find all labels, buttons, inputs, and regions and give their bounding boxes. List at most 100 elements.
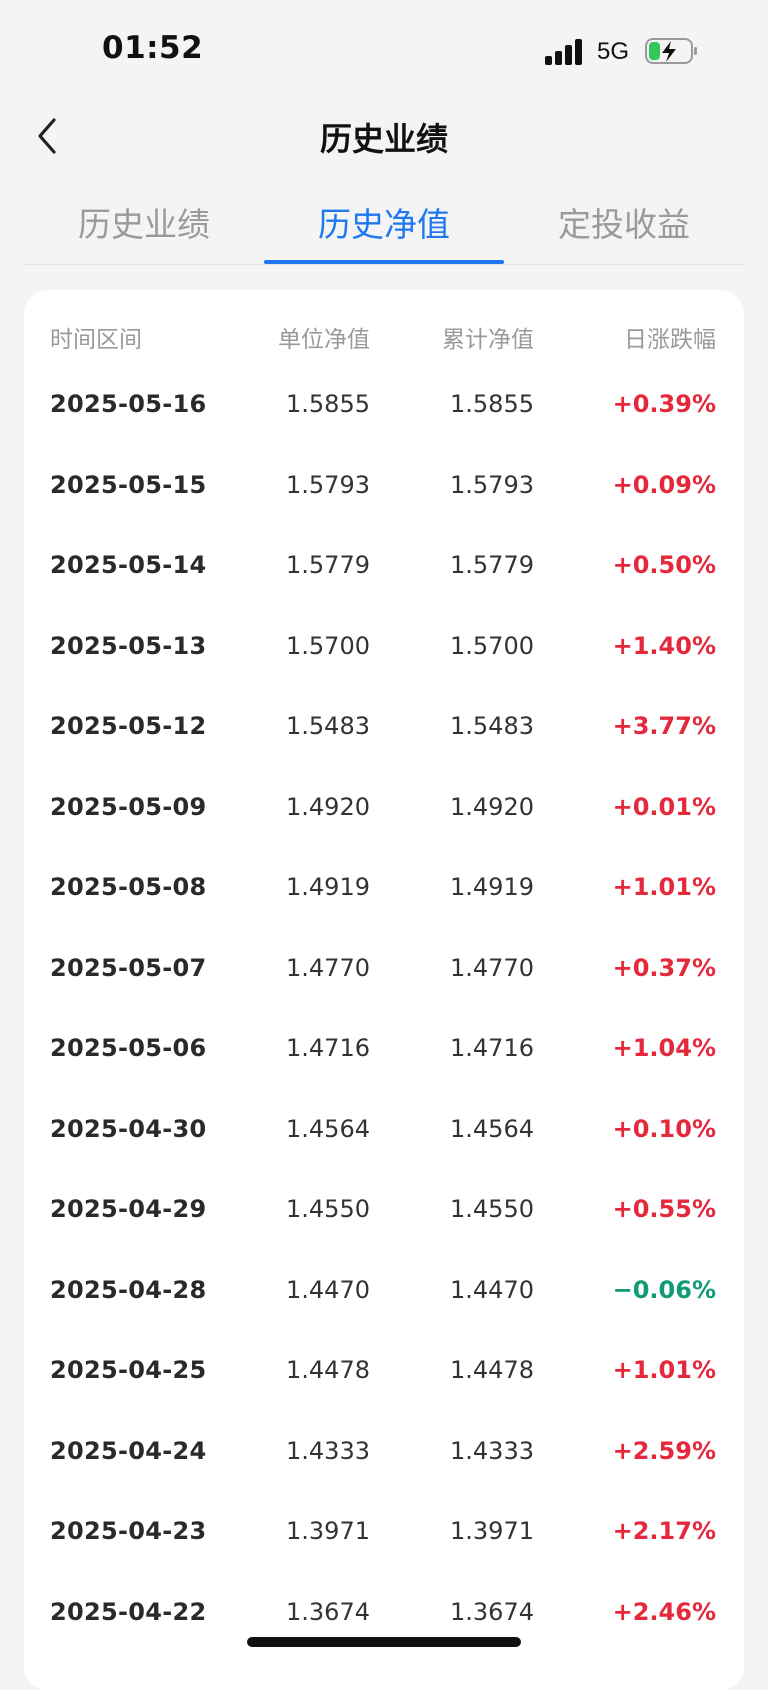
page-title: 历史业绩 <box>319 120 448 158</box>
row-accumulated-nav: 1.5793 <box>450 470 534 499</box>
table-row[interactable]: 2025-04-22 1.3674 1.3674 +2.46% <box>24 1598 744 1679</box>
row-unit-nav: 1.4564 <box>286 1114 370 1143</box>
row-accumulated-nav: 1.3971 <box>450 1517 534 1545</box>
table-row[interactable]: 2025-05-07 1.4770 1.4770 +0.37% <box>24 954 744 1035</box>
row-date: 2025-05-15 <box>50 470 207 499</box>
navigation-bar: 历史业绩 <box>0 100 768 172</box>
home-indicator <box>247 1637 521 1647</box>
row-date: 2025-05-09 <box>50 792 207 821</box>
row-daily-change: +0.01% <box>612 792 716 821</box>
row-daily-change: +0.09% <box>612 470 716 499</box>
row-unit-nav: 1.4716 <box>286 1034 370 1062</box>
status-bar: 01:52 5G <box>0 0 768 90</box>
row-unit-nav: 1.5700 <box>286 631 370 660</box>
row-unit-nav: 1.5483 <box>286 712 370 740</box>
table-row[interactable]: 2025-04-28 1.4470 1.4470 −0.06% <box>24 1276 744 1357</box>
row-unit-nav: 1.4920 <box>286 792 370 821</box>
row-unit-nav: 1.5779 <box>286 551 370 579</box>
row-daily-change: +3.77% <box>612 712 716 740</box>
row-date: 2025-05-13 <box>50 631 207 660</box>
nav-history-card: 时间区间 单位净值 累计净值 日涨跌幅 2025-05-16 1.5855 1.58… <box>24 290 744 1690</box>
row-accumulated-nav: 1.4920 <box>450 792 534 821</box>
row-unit-nav: 1.4470 <box>286 1275 370 1304</box>
row-daily-change: +1.01% <box>612 1356 716 1384</box>
row-date: 2025-04-30 <box>50 1114 207 1143</box>
row-unit-nav: 1.4919 <box>286 873 370 901</box>
tab-history-performance[interactable]: 历史业绩 <box>78 205 210 244</box>
row-date: 2025-04-29 <box>50 1195 207 1223</box>
row-daily-change: −0.06% <box>612 1275 716 1304</box>
row-daily-change: +0.50% <box>612 551 716 579</box>
table-header: 时间区间 单位净值 累计净值 日涨跌幅 <box>24 320 744 360</box>
table-row[interactable]: 2025-05-14 1.5779 1.5779 +0.50% <box>24 551 744 632</box>
row-daily-change: +2.46% <box>612 1597 716 1626</box>
table-row[interactable]: 2025-04-29 1.4550 1.4550 +0.55% <box>24 1195 744 1276</box>
tab-bar: 历史业绩 历史净值 定投收益 <box>24 190 744 265</box>
header-accumulated-nav: 累计净值 <box>442 327 534 353</box>
row-daily-change: +1.40% <box>612 631 716 660</box>
row-daily-change: +0.37% <box>612 953 716 982</box>
row-unit-nav: 1.4550 <box>286 1195 370 1223</box>
table-row[interactable]: 2025-05-08 1.4919 1.4919 +1.01% <box>24 873 744 954</box>
table-row[interactable]: 2025-04-24 1.4333 1.4333 +2.59% <box>24 1437 744 1518</box>
table-row[interactable]: 2025-05-06 1.4716 1.4716 +1.04% <box>24 1034 744 1115</box>
table-row[interactable]: 2025-05-09 1.4920 1.4920 +0.01% <box>24 793 744 874</box>
table-body: 2025-05-16 1.5855 1.5855 +0.39% 2025-05-15 1.… <box>24 390 744 1678</box>
active-tab-indicator <box>264 260 504 264</box>
row-date: 2025-04-23 <box>50 1517 207 1545</box>
row-unit-nav: 1.4333 <box>286 1436 370 1465</box>
row-accumulated-nav: 1.5483 <box>450 712 534 740</box>
table-row[interactable]: 2025-05-12 1.5483 1.5483 +3.77% <box>24 712 744 793</box>
row-date: 2025-04-24 <box>50 1436 207 1465</box>
row-accumulated-nav: 1.5855 <box>450 390 534 418</box>
row-daily-change: +1.04% <box>612 1034 716 1062</box>
row-unit-nav: 1.4770 <box>286 953 370 982</box>
row-date: 2025-05-12 <box>50 712 207 740</box>
row-accumulated-nav: 1.4716 <box>450 1034 534 1062</box>
row-daily-change: +0.10% <box>612 1114 716 1143</box>
network-type: 5G <box>597 38 630 65</box>
row-accumulated-nav: 1.5779 <box>450 551 534 579</box>
row-accumulated-nav: 1.4919 <box>450 873 534 901</box>
tab-history-nav[interactable]: 历史净值 <box>318 205 450 244</box>
table-row[interactable]: 2025-04-30 1.4564 1.4564 +0.10% <box>24 1115 744 1196</box>
row-accumulated-nav: 1.4470 <box>450 1275 534 1304</box>
row-daily-change: +2.59% <box>612 1436 716 1465</box>
row-date: 2025-05-06 <box>50 1034 207 1062</box>
table-row[interactable]: 2025-04-25 1.4478 1.4478 +1.01% <box>24 1356 744 1437</box>
row-unit-nav: 1.3674 <box>286 1597 370 1626</box>
row-daily-change: +0.39% <box>612 390 716 418</box>
row-date: 2025-05-14 <box>50 551 207 579</box>
row-accumulated-nav: 1.4550 <box>450 1195 534 1223</box>
row-date: 2025-05-08 <box>50 873 207 901</box>
header-unit-nav: 单位净值 <box>278 327 370 353</box>
row-accumulated-nav: 1.3674 <box>450 1597 534 1626</box>
row-accumulated-nav: 1.5700 <box>450 631 534 660</box>
row-accumulated-nav: 1.4333 <box>450 1436 534 1465</box>
table-row[interactable]: 2025-05-16 1.5855 1.5855 +0.39% <box>24 390 744 471</box>
row-unit-nav: 1.4478 <box>286 1356 370 1384</box>
table-row[interactable]: 2025-05-15 1.5793 1.5793 +0.09% <box>24 471 744 552</box>
row-unit-nav: 1.3971 <box>286 1517 370 1545</box>
table-row[interactable]: 2025-04-23 1.3971 1.3971 +2.17% <box>24 1517 744 1598</box>
row-accumulated-nav: 1.4564 <box>450 1114 534 1143</box>
header-date: 时间区间 <box>50 327 142 353</box>
row-date: 2025-04-25 <box>50 1356 207 1384</box>
row-unit-nav: 1.5793 <box>286 470 370 499</box>
header-daily-change: 日涨跌幅 <box>624 327 716 353</box>
row-daily-change: +1.01% <box>612 873 716 901</box>
row-accumulated-nav: 1.4770 <box>450 953 534 982</box>
row-date: 2025-05-07 <box>50 953 207 982</box>
row-date: 2025-04-22 <box>50 1597 207 1626</box>
row-date: 2025-04-28 <box>50 1275 207 1304</box>
cellular-signal-icon <box>545 39 585 65</box>
back-arrow-icon[interactable] <box>30 112 66 160</box>
row-daily-change: +0.55% <box>612 1195 716 1223</box>
row-date: 2025-05-16 <box>50 390 207 418</box>
status-time: 01:52 <box>102 30 204 66</box>
table-row[interactable]: 2025-05-13 1.5700 1.5700 +1.40% <box>24 632 744 713</box>
battery-charging-icon <box>645 38 697 64</box>
row-accumulated-nav: 1.4478 <box>450 1356 534 1384</box>
tab-auto-invest-returns[interactable]: 定投收益 <box>558 205 690 244</box>
row-unit-nav: 1.5855 <box>286 390 370 418</box>
